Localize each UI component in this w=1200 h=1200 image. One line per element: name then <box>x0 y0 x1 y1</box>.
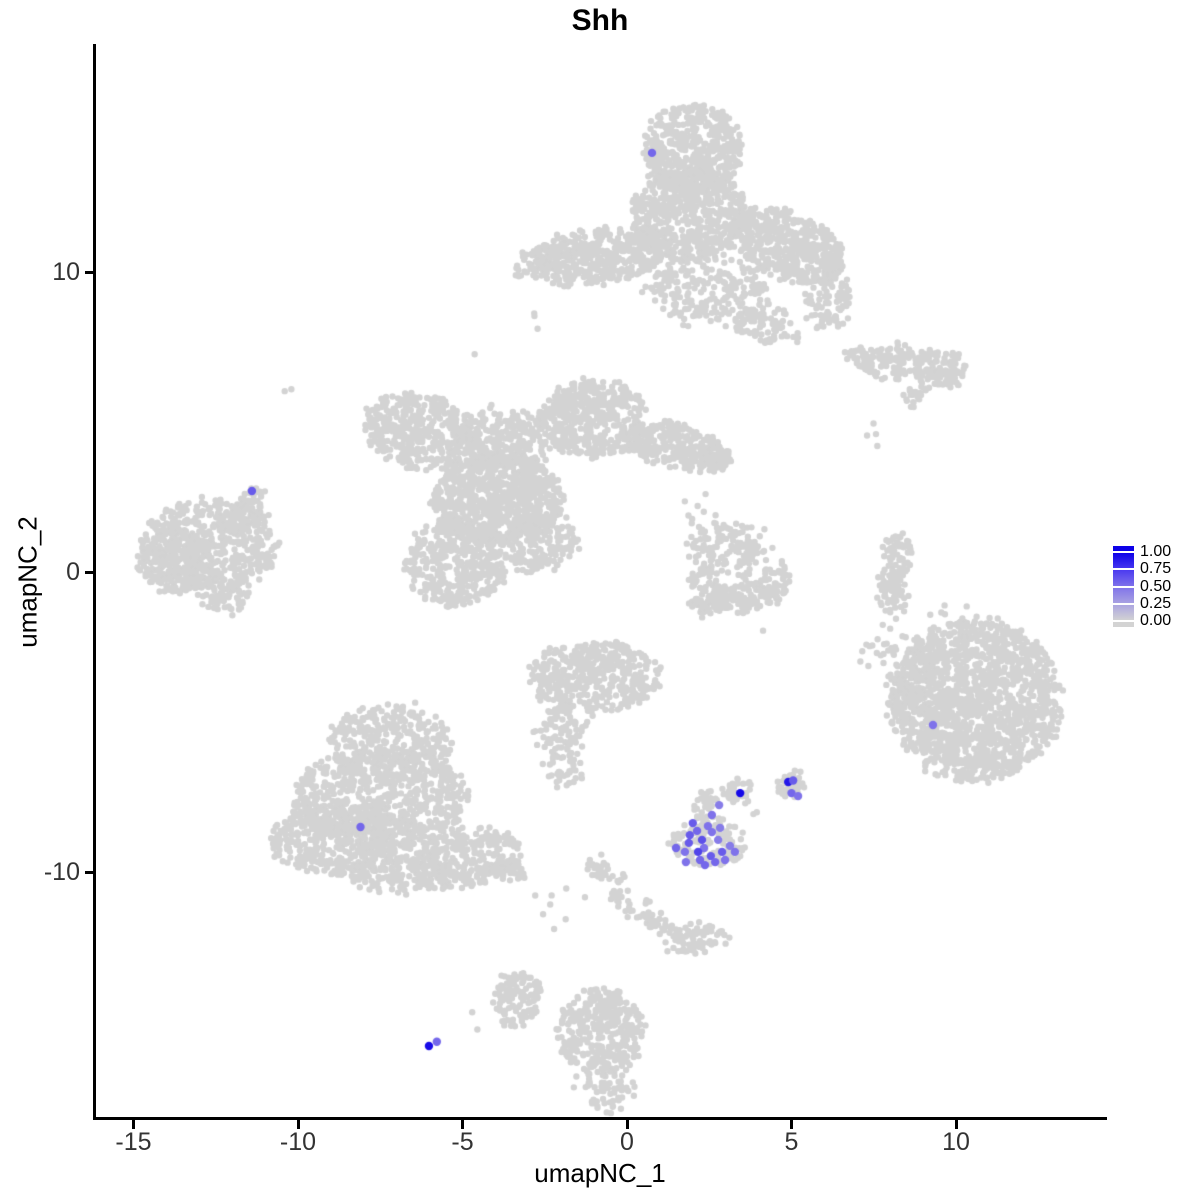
legend-label: 0.50 <box>1140 577 1172 595</box>
x-axis-line <box>93 1117 1107 1120</box>
legend-label: 1.00 <box>1140 543 1172 561</box>
y-axis-line <box>93 44 96 1120</box>
legend-tick-mark <box>1113 568 1134 571</box>
x-tick-mark <box>132 1120 135 1129</box>
x-tick-label: 5 <box>784 1128 799 1156</box>
x-tick-label: 0 <box>620 1128 634 1156</box>
legend-tick-mark <box>1113 551 1134 554</box>
y-tick-label: 10 <box>52 258 80 286</box>
x-tick-mark <box>461 1120 464 1129</box>
x-tick-label: 10 <box>942 1128 970 1156</box>
x-tick-label: -10 <box>279 1128 317 1156</box>
x-tick-mark <box>625 1120 629 1129</box>
y-tick-label: -10 <box>43 858 80 886</box>
legend-tick-mark <box>1113 619 1134 622</box>
x-tick-label: -5 <box>451 1128 474 1156</box>
x-tick-mark <box>296 1120 300 1129</box>
y-tick-mark <box>85 570 94 574</box>
legend-label: 0.25 <box>1140 594 1172 612</box>
legend-tick-mark <box>1113 585 1134 588</box>
y-tick-label: 0 <box>66 558 80 586</box>
x-tick-mark <box>790 1120 793 1129</box>
y-tick-mark <box>85 270 94 274</box>
y-tick-mark <box>85 870 94 874</box>
x-axis-title: umapNC_1 <box>534 1158 666 1188</box>
legend-label: 0.75 <box>1140 560 1172 578</box>
plot-title: Shh <box>571 4 629 37</box>
legend-tick-mark <box>1113 602 1134 605</box>
legend-label: 0.00 <box>1140 611 1172 629</box>
y-axis-title: umapNC_2 <box>12 516 43 648</box>
x-tick-label: -15 <box>115 1128 152 1156</box>
x-tick-mark <box>954 1120 958 1129</box>
